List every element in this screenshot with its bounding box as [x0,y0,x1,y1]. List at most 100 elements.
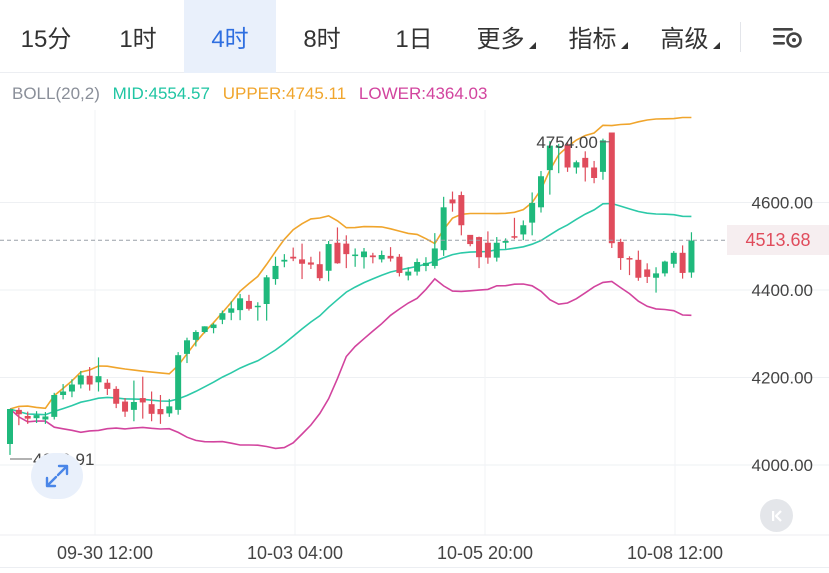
candle-body [688,240,695,273]
bollinger-bands [9,116,692,450]
candle-body [68,384,75,392]
candle [77,370,84,389]
candle [113,386,120,409]
candle-body [414,262,421,272]
candle [343,235,350,269]
expand-button[interactable] [31,453,83,499]
candle [396,254,403,277]
tab-4hour[interactable]: 4时 [184,0,276,73]
candle-body [582,157,589,168]
candle-body [24,416,31,419]
candle-body [281,259,288,262]
high-price-label: 4754.00 [536,133,597,152]
tab-8hour[interactable]: 8时 [303,26,341,53]
candle [68,379,75,398]
candle-body [95,376,102,383]
candle [440,196,447,256]
toolbar-divider [740,22,741,52]
candle [281,254,288,268]
tab-1day[interactable]: 1日 [395,26,433,53]
candle [431,233,438,269]
candle [476,236,483,269]
candle-body [449,199,456,204]
indicator-label: 指标 [568,26,617,53]
candle-body [546,145,553,171]
candle-body [458,195,465,226]
candle-body [661,261,668,274]
boll-mid-line [9,202,692,416]
price-tick-label: 4600.00 [752,194,813,213]
candle [122,398,129,417]
settings-icon [773,27,802,48]
tab-15min[interactable]: 15分 [20,26,72,53]
candle-body [644,269,651,277]
candle [591,160,598,184]
tab-1hour[interactable]: 1时 [119,26,157,53]
candle [139,376,146,419]
candle-body [555,146,562,148]
candle [7,409,13,455]
chart-grid [0,110,829,536]
candle [608,132,615,248]
candle-body [290,256,297,259]
candle [228,301,235,321]
candle-body [201,326,208,332]
candle-body [405,271,412,276]
candle-body [130,402,137,410]
candle-body [352,254,359,257]
advanced-dropdown[interactable]: 高级 [644,0,736,73]
candle [520,220,527,241]
indicator-dropdown[interactable]: 指标 [552,0,644,73]
candle-body [670,252,677,264]
candle-body [42,416,49,420]
candle [555,143,562,174]
candle [617,238,624,270]
candlestick-chart[interactable]: 4000.00 4200.00 4400.00 4600.00 09-30 12:00 1… [0,110,829,573]
candle-body [538,176,544,208]
current-price-tag: 4513.68 [727,225,829,255]
candle [316,251,323,281]
candle [361,248,367,269]
bottom-divider [0,567,829,568]
caret-icon [620,42,628,49]
candle-body [679,252,686,273]
candle [166,398,173,417]
chart-settings-button[interactable] [745,0,829,73]
candle [175,352,182,415]
candle [414,258,421,276]
candle-body [573,162,580,168]
candle [307,256,314,269]
candle-body [325,244,332,271]
candle [245,294,252,311]
candle-body [184,340,190,354]
candle-body [113,388,120,404]
more-dropdown[interactable]: 更多 [460,0,552,73]
candle-body [263,277,270,304]
candle [15,407,22,426]
candle [670,251,677,268]
expand-icon [45,464,69,488]
candle-body [307,262,314,265]
candle [529,192,536,236]
candle [254,302,261,321]
candle [157,395,164,424]
candle [387,247,394,262]
candle-body [33,415,40,419]
boll-upper: UPPER:4745.11 [222,84,347,103]
candle [564,141,571,172]
scroll-to-latest-button[interactable] [760,499,793,532]
candle [378,250,385,263]
candle [467,234,474,247]
candle-body [431,248,438,266]
timeframe-toolbar: 15分 1时 4时 8时 1日 更多 指标 高级 [0,0,829,73]
boll-upper-line [9,116,692,410]
candle [546,141,553,195]
chart-labels: 4000.00 4200.00 4400.00 4600.00 09-30 12:00 1… [0,133,813,563]
candle-body [422,262,429,266]
candle-body [86,375,93,385]
candle [272,256,279,285]
candle [60,384,67,400]
candle-body [635,259,642,278]
price-tick-label: 4000.00 [752,456,813,475]
time-tick-label: 10-08 12:00 [627,543,723,563]
